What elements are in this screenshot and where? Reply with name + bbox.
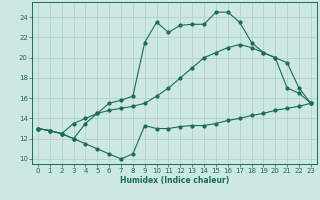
X-axis label: Humidex (Indice chaleur): Humidex (Indice chaleur): [120, 176, 229, 185]
